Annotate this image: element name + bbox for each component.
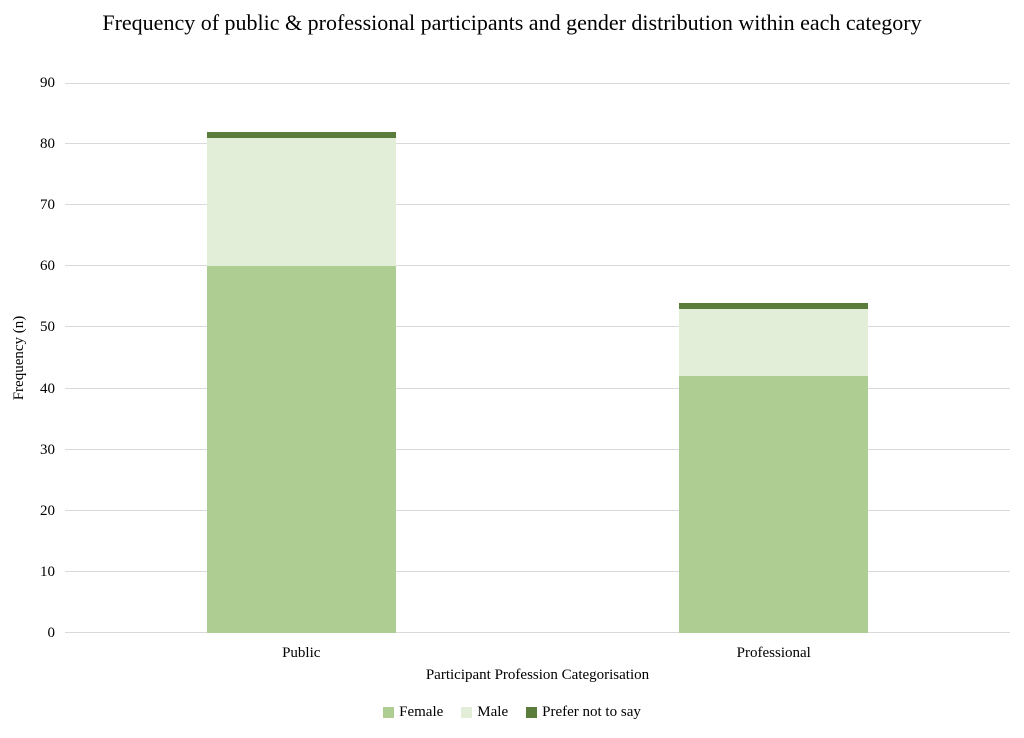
y-tick-label-50: 50 (40, 319, 55, 336)
gridline-70 (65, 204, 1010, 206)
x-axis-title: Participant Profession Categorisation (425, 667, 650, 683)
y-tick-label-70: 70 (40, 197, 55, 214)
chart-title: Frequency of public & professional parti… (102, 10, 922, 35)
legend-label-male: Male (477, 704, 509, 720)
gridline-90 (65, 83, 1010, 84)
y-tick-label-60: 60 (40, 258, 55, 275)
y-tick-label-0: 0 (47, 625, 56, 641)
y-tick-label-90: 90 (40, 75, 55, 91)
bar-segment-professional-female (679, 376, 869, 633)
legend-label-female: Female (399, 704, 444, 720)
legend-item-prefer-not-to-say: Prefer not to say (526, 704, 641, 721)
gridline-10 (65, 570, 1010, 572)
y-tick-label-40: 40 (40, 380, 55, 397)
gridline-60 (65, 265, 1010, 267)
y-axis-title: Frequency (n) (11, 315, 27, 401)
bar-segment-public-female (206, 266, 396, 633)
x-tick-label-public: Public (282, 645, 321, 661)
legend-swatch-prefer-not-to-say (526, 707, 538, 718)
legend-item-female: Female (383, 704, 443, 721)
y-tick-label-30: 30 (40, 441, 55, 458)
gridline-30 (65, 448, 1010, 450)
bar-segment-professional-male (679, 309, 869, 377)
legend: Female Male Prefer not to say (0, 704, 1024, 721)
gridline-0 (65, 632, 1010, 633)
bar-segment-public-male (206, 138, 396, 267)
gridline-80 (65, 143, 1010, 145)
legend-swatch-male (461, 707, 473, 718)
legend-label-prefer-not-to-say: Prefer not to say (542, 704, 641, 720)
bar-segment-professional-prefer-not-to-say (679, 303, 869, 310)
gridline-40 (65, 387, 1010, 389)
y-tick-label-20: 20 (40, 502, 55, 519)
bar-segment-public-prefer-not-to-say (206, 131, 396, 138)
legend-swatch-female (383, 707, 395, 718)
gridline-50 (65, 326, 1010, 328)
x-tick-label-professional: Professional (736, 645, 811, 661)
legend-item-male: Male (461, 704, 508, 721)
gridline-20 (65, 509, 1010, 511)
plot-area: Public Professional (65, 83, 1010, 661)
y-tick-label-80: 80 (40, 136, 55, 153)
y-tick-label-10: 10 (40, 563, 55, 580)
